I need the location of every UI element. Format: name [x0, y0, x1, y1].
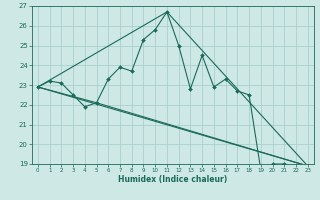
X-axis label: Humidex (Indice chaleur): Humidex (Indice chaleur)	[118, 175, 228, 184]
